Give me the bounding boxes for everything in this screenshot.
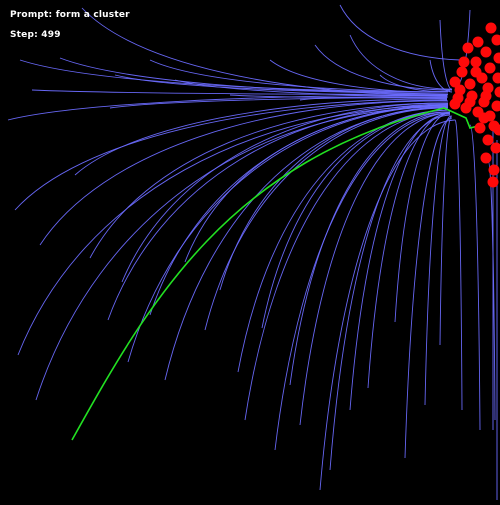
agent-trail	[455, 120, 462, 410]
agent-dot	[457, 67, 468, 78]
agent-dot	[491, 143, 500, 154]
prompt-label: Prompt: form a cluster	[10, 10, 130, 20]
agent-trail	[238, 110, 449, 372]
agent-dot	[473, 37, 484, 48]
agent-trail	[395, 113, 450, 322]
agent-dot	[465, 79, 476, 90]
agent-trail	[165, 108, 448, 380]
agent-dot	[481, 153, 492, 164]
agent-trail	[150, 105, 448, 315]
agent-dot	[471, 57, 482, 68]
agent-trail	[270, 60, 448, 92]
agent-trail	[440, 116, 452, 345]
agent-dot	[459, 57, 470, 68]
agent-trail	[90, 103, 447, 258]
agent-dot	[485, 63, 496, 74]
agent-trail	[20, 60, 447, 92]
agent-dot	[465, 97, 476, 108]
agent-trail	[275, 113, 450, 450]
agent-dot	[483, 135, 494, 146]
agent-trail	[425, 116, 451, 405]
agent-trail	[40, 101, 448, 245]
agent-dot	[450, 99, 461, 110]
agent-dot	[481, 91, 492, 102]
agent-trail	[128, 106, 448, 362]
step-value: 499	[41, 30, 60, 40]
agent-trail	[36, 107, 448, 400]
prompt-prefix: Prompt:	[10, 10, 52, 20]
agent-dot	[494, 53, 500, 64]
agent-trail	[470, 125, 480, 430]
prompt-text: form a cluster	[56, 10, 130, 20]
agent-dot	[471, 67, 482, 78]
agent-dot	[481, 47, 492, 58]
agent-dot	[488, 177, 499, 188]
agent-trail	[108, 104, 448, 320]
agent-trail	[300, 113, 450, 425]
step-counter: Step: 499	[10, 30, 61, 40]
agent-dot	[492, 35, 500, 46]
agent-dot	[493, 73, 500, 84]
agent-dot	[455, 85, 466, 96]
highlighted-agent-trail	[72, 108, 478, 440]
agent-trail	[330, 115, 450, 470]
agent-dot	[492, 101, 500, 112]
agent-dot	[495, 87, 500, 98]
agent-dot	[475, 123, 486, 134]
agent-dot	[479, 113, 490, 124]
agent-dot	[489, 165, 500, 176]
agent-dot	[463, 43, 474, 54]
step-prefix: Step:	[10, 30, 38, 40]
agent-trail	[320, 120, 455, 490]
agent-trail	[488, 160, 495, 420]
agent-trail	[245, 112, 450, 420]
agent-trail	[18, 105, 448, 355]
agent-trail	[150, 60, 448, 92]
agent-trail	[368, 113, 450, 388]
agent-dot	[486, 23, 497, 34]
